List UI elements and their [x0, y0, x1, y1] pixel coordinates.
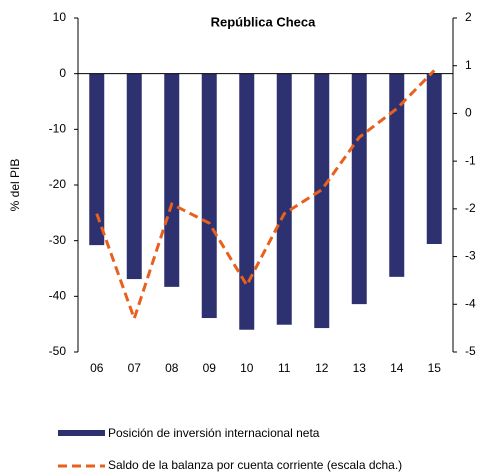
bar	[164, 73, 180, 287]
y-tick-label: 0	[59, 66, 66, 80]
x-tick-label: 11	[278, 361, 291, 375]
x-tick-label: 08	[165, 361, 179, 375]
x-tick-label: 06	[90, 361, 104, 375]
bar	[89, 73, 105, 246]
x-tick-label: 13	[353, 361, 367, 375]
y2-tick-label: -1	[465, 153, 476, 167]
y-tick-label: -10	[49, 122, 67, 136]
y-axis-label: % del PIB	[8, 159, 22, 212]
y2-tick-label: -2	[465, 201, 476, 215]
bar	[276, 73, 292, 325]
bar	[314, 73, 330, 329]
bar	[126, 73, 142, 280]
y2-tick-label: 2	[465, 10, 472, 24]
bar	[201, 73, 217, 319]
legend-label: Saldo de la balanza por cuenta corriente…	[108, 458, 402, 472]
y-tick-label: -40	[49, 289, 67, 303]
bar	[351, 73, 367, 305]
y-tick-label: -30	[49, 233, 67, 247]
bar	[239, 73, 255, 330]
x-tick-label: 10	[240, 361, 254, 375]
y2-tick-label: -5	[465, 344, 476, 358]
y-tick-label: -50	[49, 344, 67, 358]
x-tick-label: 09	[203, 361, 217, 375]
bar	[426, 73, 442, 245]
legend-swatch	[58, 430, 105, 436]
y2-tick-label: -3	[465, 249, 476, 263]
y2-tick-label: -4	[465, 296, 476, 310]
y2-tick-label: 0	[465, 106, 472, 120]
x-tick-label: 07	[128, 361, 142, 375]
line-series	[95, 69, 436, 324]
x-tick-label: 14	[390, 361, 404, 375]
chart-title: República Checa	[211, 14, 317, 29]
bar	[389, 73, 405, 277]
y-tick-label: -20	[49, 177, 67, 191]
y-tick-label: 10	[53, 10, 67, 24]
legend-label: Posición de inversión internacional neta	[108, 426, 320, 440]
y2-tick-label: 1	[465, 58, 472, 72]
x-tick-label: 12	[315, 361, 329, 375]
x-tick-label: 15	[428, 361, 442, 375]
